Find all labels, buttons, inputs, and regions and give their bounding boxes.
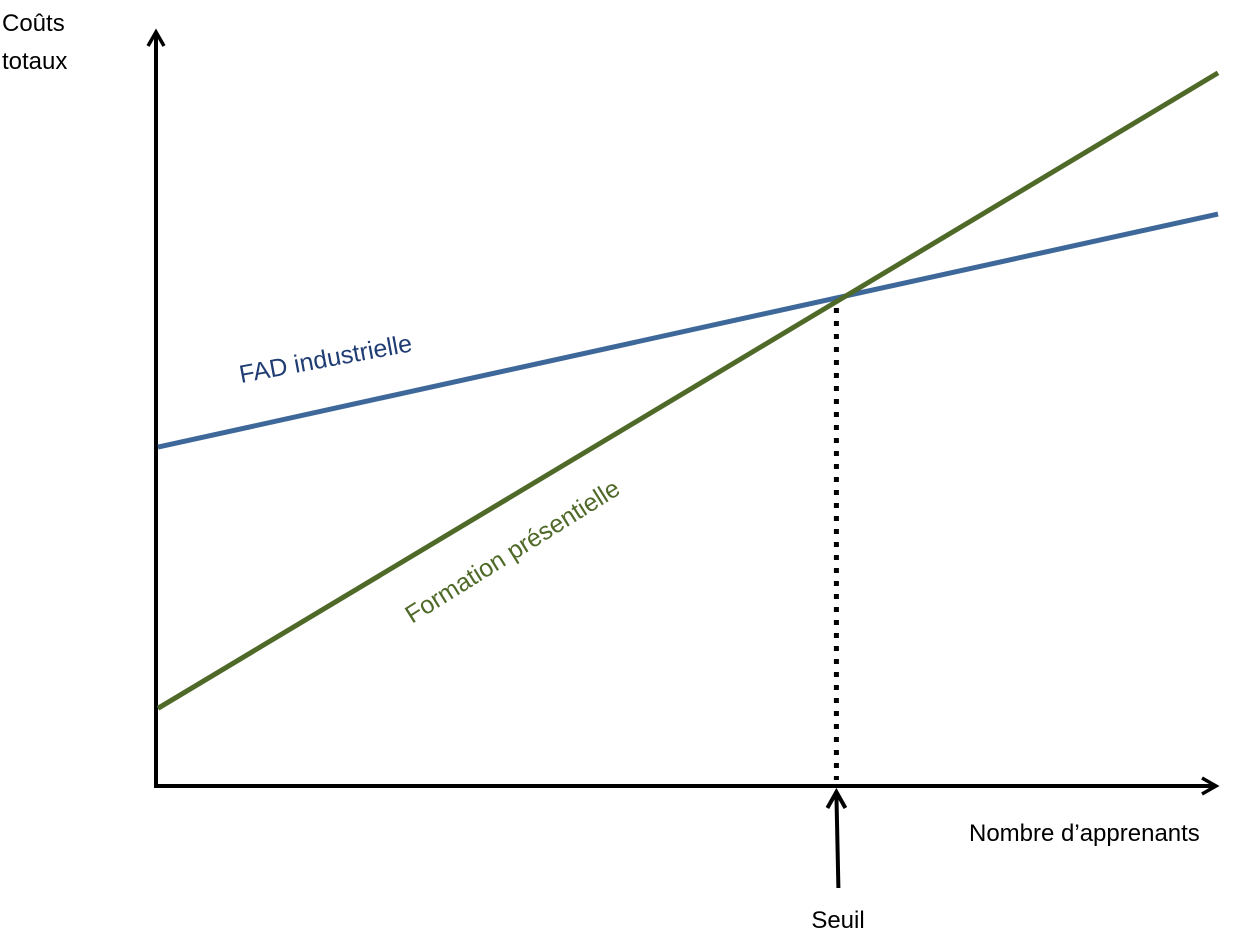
y-axis-label-line-1: Coûts bbox=[2, 10, 65, 37]
series-label-fad-industrielle: FAD industrielle bbox=[237, 329, 414, 388]
threshold-arrow bbox=[834, 793, 841, 889]
threshold-label: Seuil bbox=[811, 907, 864, 934]
series-line-fad-industrielle bbox=[157, 211, 1219, 450]
x-axis-label: Nombre d’apprenants bbox=[969, 820, 1200, 847]
series-line-formation-presentielle bbox=[156, 70, 1220, 711]
threshold-arrow-head bbox=[825, 787, 848, 809]
y-axis-label-line-2: totaux bbox=[2, 48, 67, 75]
